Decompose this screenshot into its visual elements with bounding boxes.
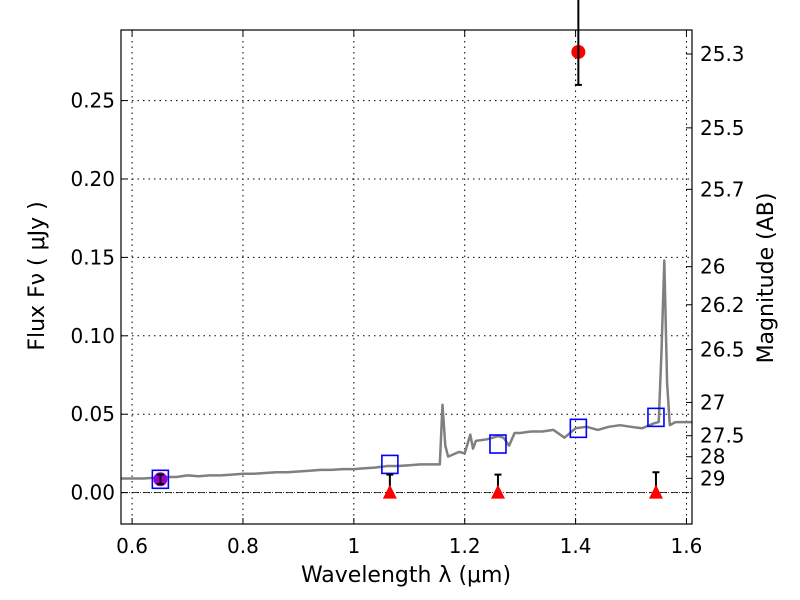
upper-limit-triangle — [382, 484, 397, 499]
x-tick-label: 0.8 — [227, 534, 259, 558]
x-tick-label: 1.4 — [560, 534, 592, 558]
y-tick-label: 0.15 — [70, 245, 115, 269]
y-tick-label: 0.25 — [70, 89, 115, 113]
magnitude-tick-label: 28 — [700, 445, 725, 469]
x-tick-label: 0.6 — [116, 534, 148, 558]
magnitude-tick-label: 29 — [700, 466, 725, 490]
model-photometry-square — [647, 407, 665, 428]
upper-limit-triangle — [648, 484, 663, 499]
x-tick-label: 1.2 — [449, 534, 481, 558]
magnitude-tick-label: 27.5 — [700, 424, 745, 448]
model-photometry-square — [151, 469, 170, 490]
y-tick-label: 0.10 — [70, 324, 115, 348]
magnitude-tick-label: 27 — [700, 390, 725, 414]
x-tick-label: 1 — [347, 534, 360, 558]
upper-limit-triangle — [490, 484, 505, 499]
y-tick-label: 0.05 — [70, 402, 115, 426]
plot-frame — [120, 29, 693, 525]
y-tick-label: 0.20 — [70, 167, 115, 191]
grid — [121, 30, 692, 524]
model-photometry-square — [489, 434, 507, 454]
magnitude-tick-label: 25.7 — [700, 177, 745, 201]
magnitude-tick-label: 26.2 — [700, 293, 745, 317]
y-axis-right-label: Magnitude (AB) — [754, 193, 779, 364]
y-tick-label: 0.00 — [70, 481, 115, 505]
model-photometry-square — [569, 418, 588, 439]
magnitude-tick-label: 26 — [700, 255, 725, 279]
model-photometry-square — [381, 454, 399, 475]
axis-layer: 0.6 0.8 1 1.2 1.4 1.6 0.00 0.05 0.10 0.15 0.20 0.25… — [70, 30, 745, 558]
spectrum-layer — [121, 259, 692, 480]
marker-layer — [151, 0, 665, 499]
magnitude-tick-label: 25.5 — [700, 116, 745, 140]
model-spectrum-line — [121, 259, 692, 480]
x-axis-label: Wavelength λ (μm) — [301, 563, 511, 588]
y-axis-label: Flux Fν ( μJy ) — [25, 201, 50, 350]
magnitude-tick-label: 26.5 — [700, 338, 745, 362]
x-tick-label: 1.6 — [671, 534, 703, 558]
magnitude-tick-label: 25.3 — [700, 42, 745, 66]
